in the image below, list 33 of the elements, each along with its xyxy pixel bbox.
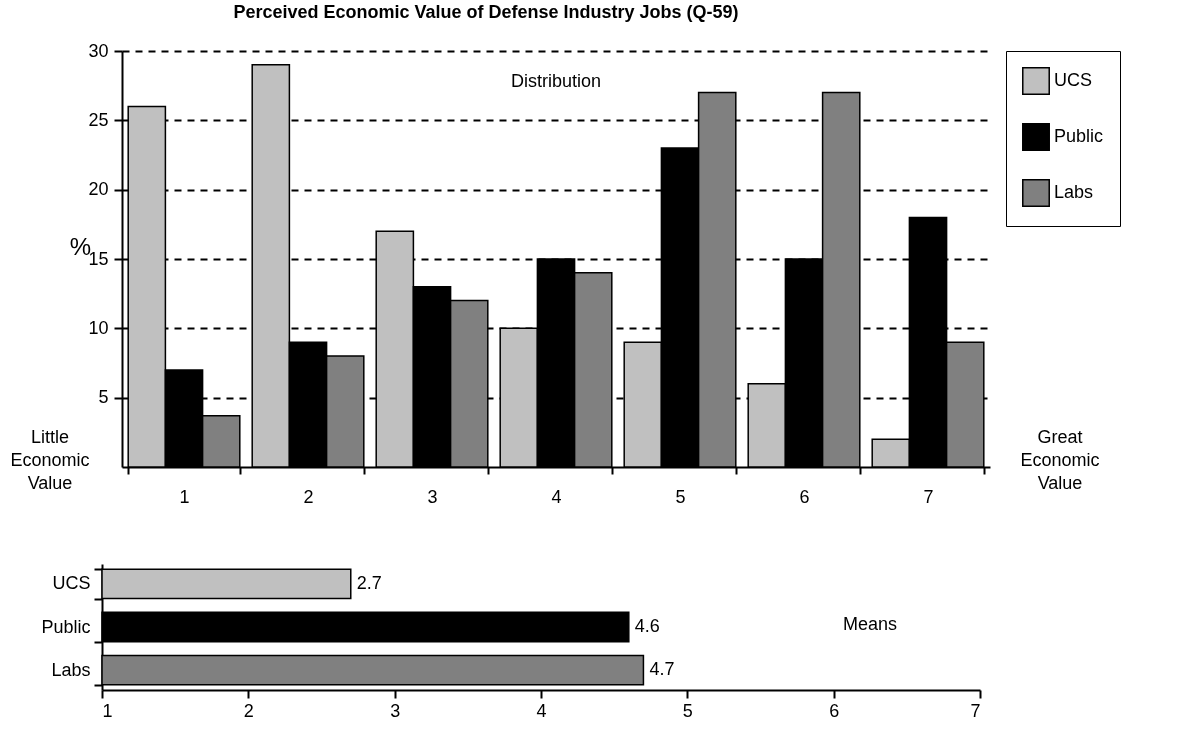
x-tick-label: 2 xyxy=(303,486,314,507)
x-tick-label: 1 xyxy=(179,486,190,507)
x-tick-label: 3 xyxy=(427,486,438,507)
y-tick-label: 20 xyxy=(88,179,109,200)
annotation: Distribution xyxy=(510,71,602,91)
text: Great Economic Value xyxy=(1020,427,1100,493)
x-tick-label: 5 xyxy=(682,700,693,721)
text: Little Economic Value xyxy=(10,427,90,493)
data-label: 2.7 xyxy=(356,572,382,593)
x-tick-label: 4 xyxy=(536,700,547,721)
y-tick-label: 5 xyxy=(98,387,109,408)
legend-label: UCS xyxy=(1054,70,1093,90)
x-tick-label: 4 xyxy=(551,486,562,507)
legend-label: Public xyxy=(1054,126,1104,146)
y-tick-label: 10 xyxy=(88,317,109,338)
x-tick-label: 6 xyxy=(799,486,810,507)
annotation: Means xyxy=(842,614,898,634)
y-tick-label: 25 xyxy=(88,109,109,130)
x-tick-label: 3 xyxy=(390,700,401,721)
data-label: 4.6 xyxy=(634,616,660,636)
x-tick-label: 7 xyxy=(970,700,981,721)
y-tick-label: Labs xyxy=(51,659,91,680)
x-tick-label: 7 xyxy=(923,486,934,507)
y-tick-label: 30 xyxy=(88,40,109,61)
x-tick-label: 6 xyxy=(829,700,840,721)
x-tick-label: 1 xyxy=(102,700,113,721)
legend-label: Labs xyxy=(1054,182,1094,202)
data-label: 4.7 xyxy=(649,659,675,680)
x-tick-label: 2 xyxy=(243,700,254,721)
y-tick-label: UCS xyxy=(52,573,91,594)
x-tick-label: 5 xyxy=(675,486,686,507)
chart-title: Perceived Economic Value of Defense Industry Jobs (Q-59) xyxy=(233,2,739,22)
y-tick-label: Public xyxy=(41,616,91,637)
